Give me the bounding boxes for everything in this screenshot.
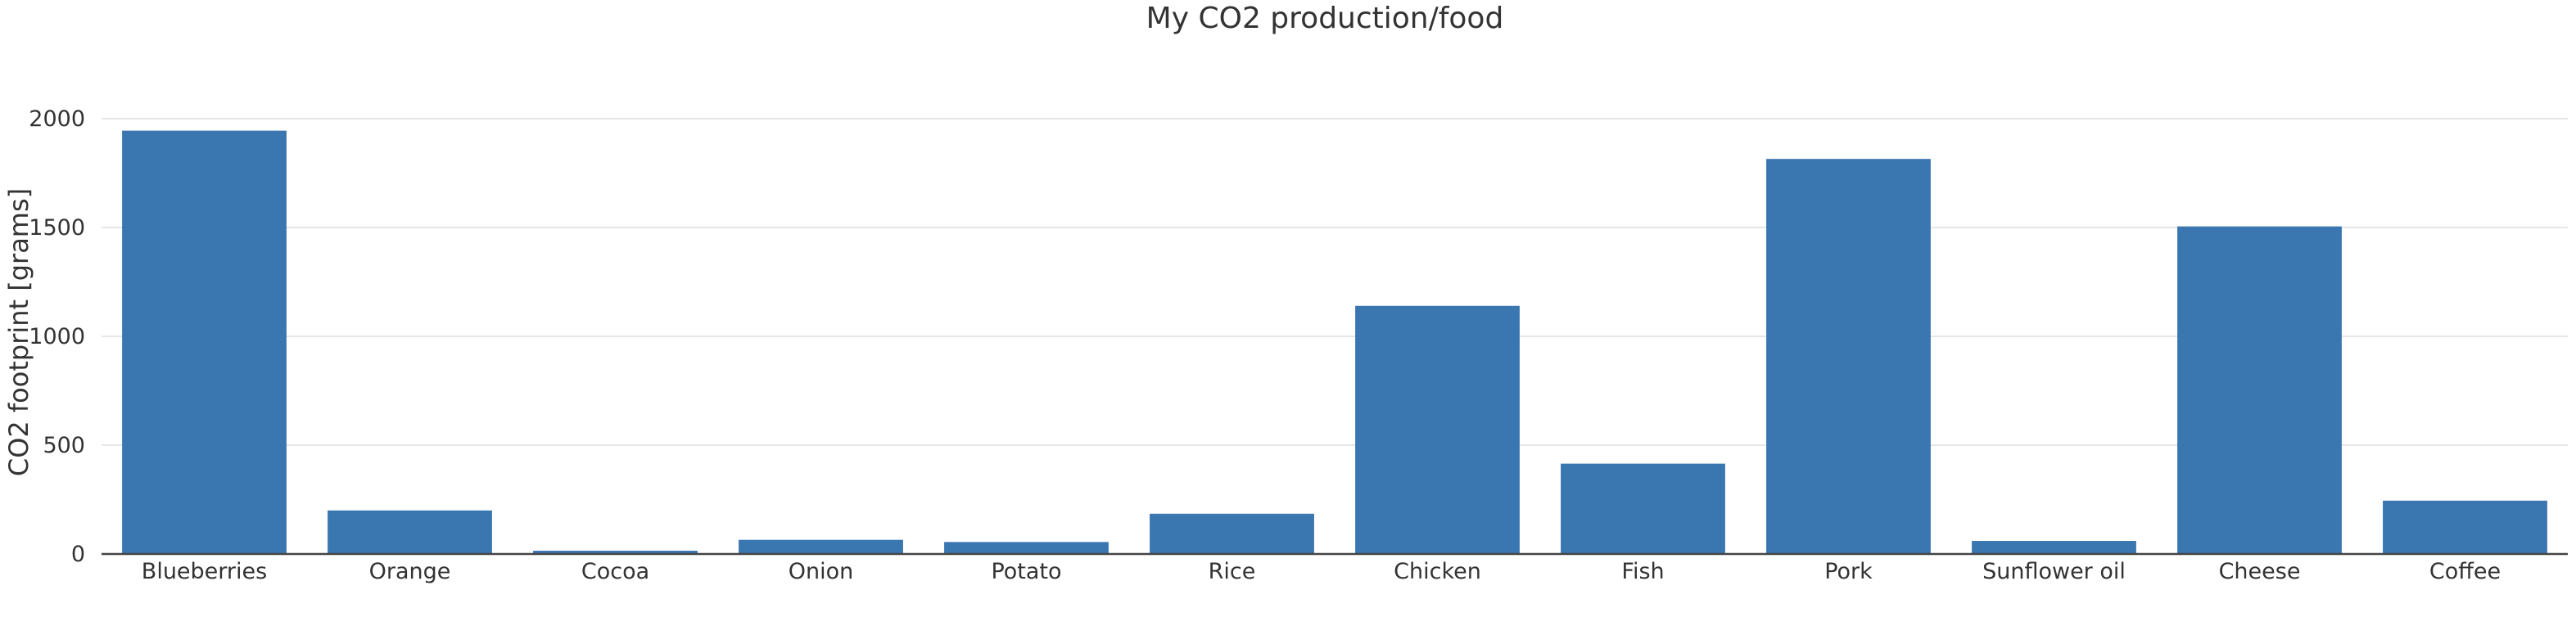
x-axis-ticks: Blueberries Orange Cocoa Onion Potato Rice Chi… bbox=[142, 559, 2501, 584]
bar-cheese[interactable] bbox=[2177, 226, 2342, 554]
bar-rice[interactable] bbox=[1150, 513, 1314, 554]
y-axis-ticks: 0 500 1000 1500 2000 bbox=[29, 106, 85, 567]
gridlines bbox=[102, 118, 2568, 446]
x-tick-label: Sunflower oil bbox=[1982, 559, 2126, 584]
bar-coffee[interactable] bbox=[2383, 500, 2547, 554]
y-tick-label: 0 bbox=[71, 542, 85, 567]
bar-sunflower-oil[interactable] bbox=[1972, 541, 2136, 554]
x-tick-label: Onion bbox=[789, 559, 854, 584]
bar-onion[interactable] bbox=[739, 539, 903, 554]
x-tick-label: Rice bbox=[1209, 559, 1256, 584]
bar-pork[interactable] bbox=[1766, 159, 1931, 554]
x-tick-label: Orange bbox=[369, 559, 451, 584]
y-tick-label: 1500 bbox=[29, 215, 85, 241]
bar-chicken[interactable] bbox=[1355, 305, 1520, 554]
y-tick-label: 500 bbox=[43, 433, 85, 458]
y-tick-label: 1000 bbox=[29, 324, 85, 349]
bars bbox=[122, 130, 2547, 554]
bar-fish[interactable] bbox=[1561, 463, 1725, 554]
chart-title: My CO2 production/food bbox=[1146, 2, 1504, 35]
y-tick-label: 2000 bbox=[29, 106, 85, 132]
x-tick-label: Cocoa bbox=[581, 559, 649, 584]
bar-orange[interactable] bbox=[328, 510, 492, 554]
x-tick-label: Chicken bbox=[1394, 559, 1481, 584]
bar-cocoa[interactable] bbox=[533, 551, 698, 554]
bar-potato[interactable] bbox=[944, 542, 1109, 554]
x-tick-label: Cheese bbox=[2219, 559, 2301, 584]
bar-blueberries[interactable] bbox=[122, 130, 287, 554]
y-axis-title: CO2 footprint [grams] bbox=[3, 188, 34, 476]
x-tick-label: Pork bbox=[1824, 559, 1873, 584]
x-tick-label: Blueberries bbox=[142, 559, 267, 584]
x-tick-label: Fish bbox=[1621, 559, 1664, 584]
x-tick-label: Potato bbox=[991, 559, 1061, 584]
x-tick-label: Coffee bbox=[2429, 559, 2501, 584]
